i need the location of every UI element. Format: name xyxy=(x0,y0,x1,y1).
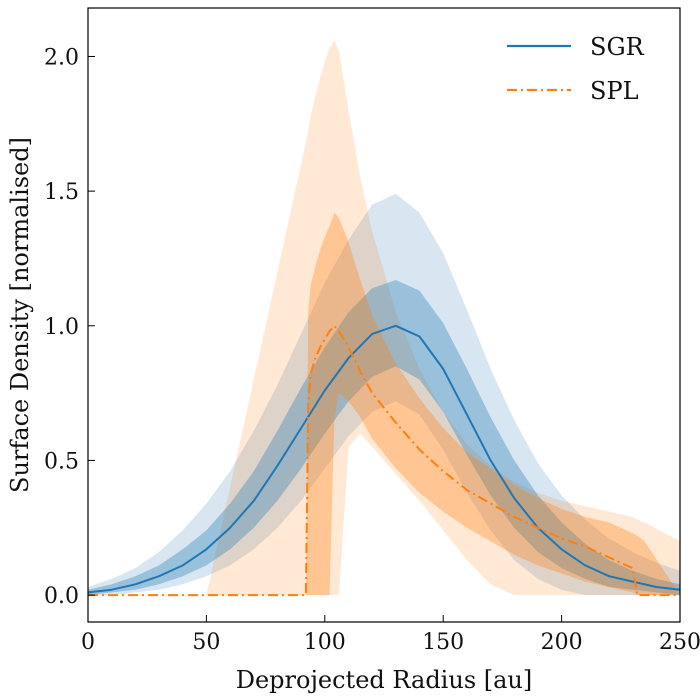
y-tick-label: 0.0 xyxy=(44,584,79,609)
legend-label-sgr: SGR xyxy=(590,33,645,61)
x-tick-label: 150 xyxy=(422,630,464,655)
x-tick-label: 250 xyxy=(659,630,700,655)
x-tick-label: 100 xyxy=(304,630,346,655)
x-axis-label: Deprojected Radius [au] xyxy=(236,666,533,694)
legend-label-spl: SPL xyxy=(590,77,639,105)
uncertainty-bands xyxy=(88,40,680,596)
band-inner-sgr xyxy=(88,280,680,596)
legend: SGR SPL xyxy=(507,33,645,105)
x-tick-label: 50 xyxy=(192,630,220,655)
band-inner-spl xyxy=(88,212,680,596)
series-lines xyxy=(87,324,681,597)
y-tick-label: 0.5 xyxy=(44,449,79,474)
plot-frame xyxy=(87,7,681,623)
line-spl xyxy=(88,324,680,597)
axis-ticks: 0 50 100 150 200 250 0.0 0.5 1.0 1.5 2.0 xyxy=(44,45,700,655)
line-sgr xyxy=(87,324,681,594)
y-tick-label: 1.5 xyxy=(44,180,79,205)
band-outer-sgr xyxy=(88,193,680,596)
y-axis-label: Surface Density [normalised] xyxy=(6,137,34,493)
x-tick-label: 0 xyxy=(81,630,95,655)
y-tick-label: 2.0 xyxy=(44,45,79,70)
band-outer-spl xyxy=(88,40,680,596)
y-tick-label: 1.0 xyxy=(44,315,79,340)
x-tick-label: 200 xyxy=(541,630,583,655)
